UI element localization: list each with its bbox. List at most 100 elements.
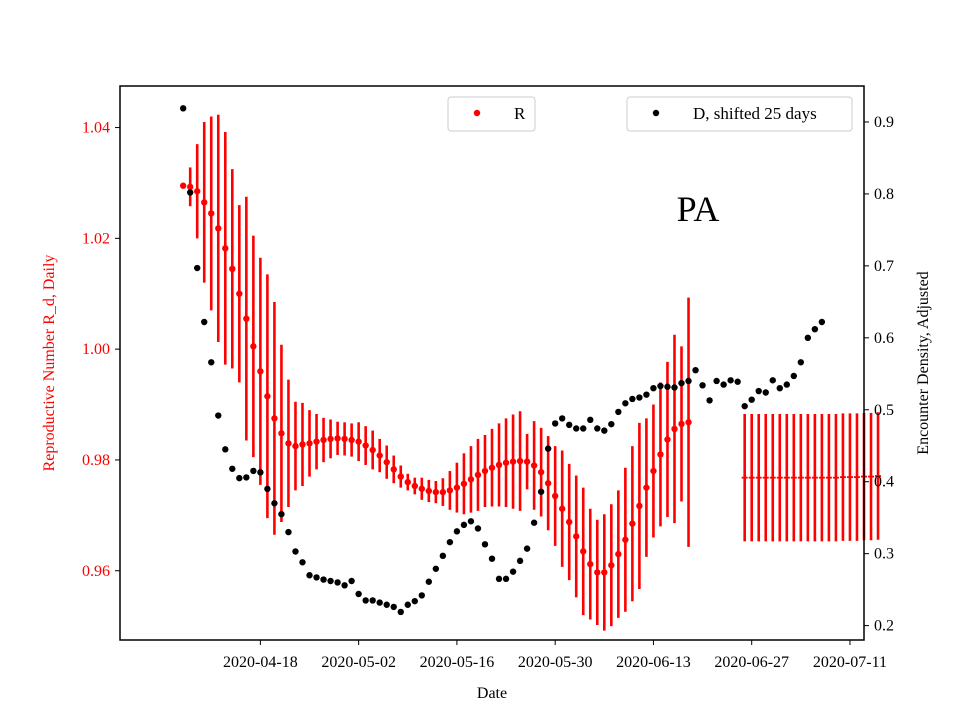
d-point (622, 400, 629, 407)
right-y-tick-label: 0.2 (874, 618, 894, 635)
d-point (783, 381, 790, 388)
d-point (502, 575, 510, 583)
r-point (390, 466, 397, 473)
d-point (467, 518, 475, 525)
r-point (446, 487, 454, 494)
d-point (685, 377, 692, 385)
r-point (664, 436, 671, 443)
r-point (243, 315, 250, 322)
r-point (636, 502, 643, 510)
d-point (558, 415, 566, 422)
r-point (615, 550, 622, 558)
x-tick-label: 2020-04-18 (223, 654, 298, 671)
r-point (411, 482, 418, 490)
r-point (250, 343, 257, 350)
r-point-group (179, 182, 882, 576)
r-point (566, 518, 573, 526)
d-point (797, 359, 805, 366)
state-annotation: PA (677, 189, 720, 229)
r-point (495, 461, 503, 469)
d-point (594, 425, 601, 432)
d-point (306, 572, 313, 579)
r-point (369, 446, 376, 454)
r-point (467, 476, 475, 483)
d-point (734, 378, 741, 385)
r-point (580, 548, 587, 555)
legend-r-label: R (514, 104, 526, 123)
d-point (530, 519, 538, 526)
d-point (657, 382, 664, 390)
r-point (418, 485, 426, 492)
r-point (432, 488, 440, 496)
d-point (397, 608, 404, 616)
r-point (222, 245, 229, 252)
r-point (179, 182, 187, 189)
x-axis-ticks: 2020-04-18 2020-05-02 2020-05-16 2020-05-30… (223, 640, 887, 671)
r-point (215, 225, 222, 232)
plot-frame (119, 85, 865, 641)
r-point (601, 569, 608, 576)
r-point (678, 420, 685, 428)
d-point (566, 421, 573, 429)
left-y-tick-label: 1.02 (82, 230, 110, 247)
r-point (278, 430, 285, 437)
d-point (446, 538, 454, 546)
x-tick-label: 2020-06-13 (616, 654, 691, 671)
x-tick-label: 2020-05-02 (321, 654, 396, 671)
r-point (383, 458, 390, 466)
d-point (811, 325, 819, 333)
d-point (299, 559, 306, 566)
d-point (376, 599, 383, 606)
d-point (509, 568, 517, 575)
r-point (362, 442, 369, 449)
d-point (544, 445, 552, 452)
d-point (671, 384, 678, 391)
r-point (474, 471, 482, 479)
d-point (208, 359, 215, 366)
d-point (755, 387, 762, 395)
d-point (369, 597, 376, 604)
d-point (615, 408, 622, 416)
d-point (264, 485, 271, 493)
d-point (762, 389, 769, 396)
right-y-axis-title: Encounter Density, Adjusted (915, 271, 932, 454)
d-point (453, 528, 461, 535)
right-y-tick-label: 0.8 (874, 186, 894, 203)
d-point (587, 416, 594, 424)
r-point (397, 473, 404, 480)
r-point (404, 478, 411, 486)
r-point (608, 562, 615, 569)
d-point (215, 412, 222, 419)
r-point (544, 480, 552, 487)
d-point (580, 425, 587, 432)
d-point (474, 525, 482, 532)
legend-d-label: D, shifted 25 days (693, 104, 817, 123)
r-point (537, 468, 545, 476)
x-tick-label: 2020-07-11 (813, 654, 887, 671)
d-point (643, 391, 650, 398)
d-point (741, 402, 748, 410)
right-y-tick-label: 0.3 (874, 546, 894, 563)
d-point (362, 597, 369, 604)
legend-d-marker (652, 109, 660, 117)
d-point-group (179, 105, 826, 616)
r-point (341, 435, 348, 443)
r-point (509, 458, 517, 465)
d-point (236, 474, 243, 482)
r-point (201, 199, 208, 206)
right-y-tick-label: 0.6 (874, 330, 894, 347)
r-point (292, 442, 299, 450)
r-point (643, 484, 650, 491)
r-point (460, 480, 468, 487)
r-point (622, 536, 629, 543)
d-point (460, 521, 468, 529)
d-point (320, 576, 327, 583)
d-point (601, 427, 608, 434)
d-point (201, 318, 208, 326)
d-point (727, 377, 734, 384)
d-point (523, 545, 531, 552)
d-point (551, 420, 559, 427)
left-y-axis-ticks: 0.96 0.98 1.00 1.02 1.04 (82, 120, 120, 580)
d-point (418, 592, 426, 599)
